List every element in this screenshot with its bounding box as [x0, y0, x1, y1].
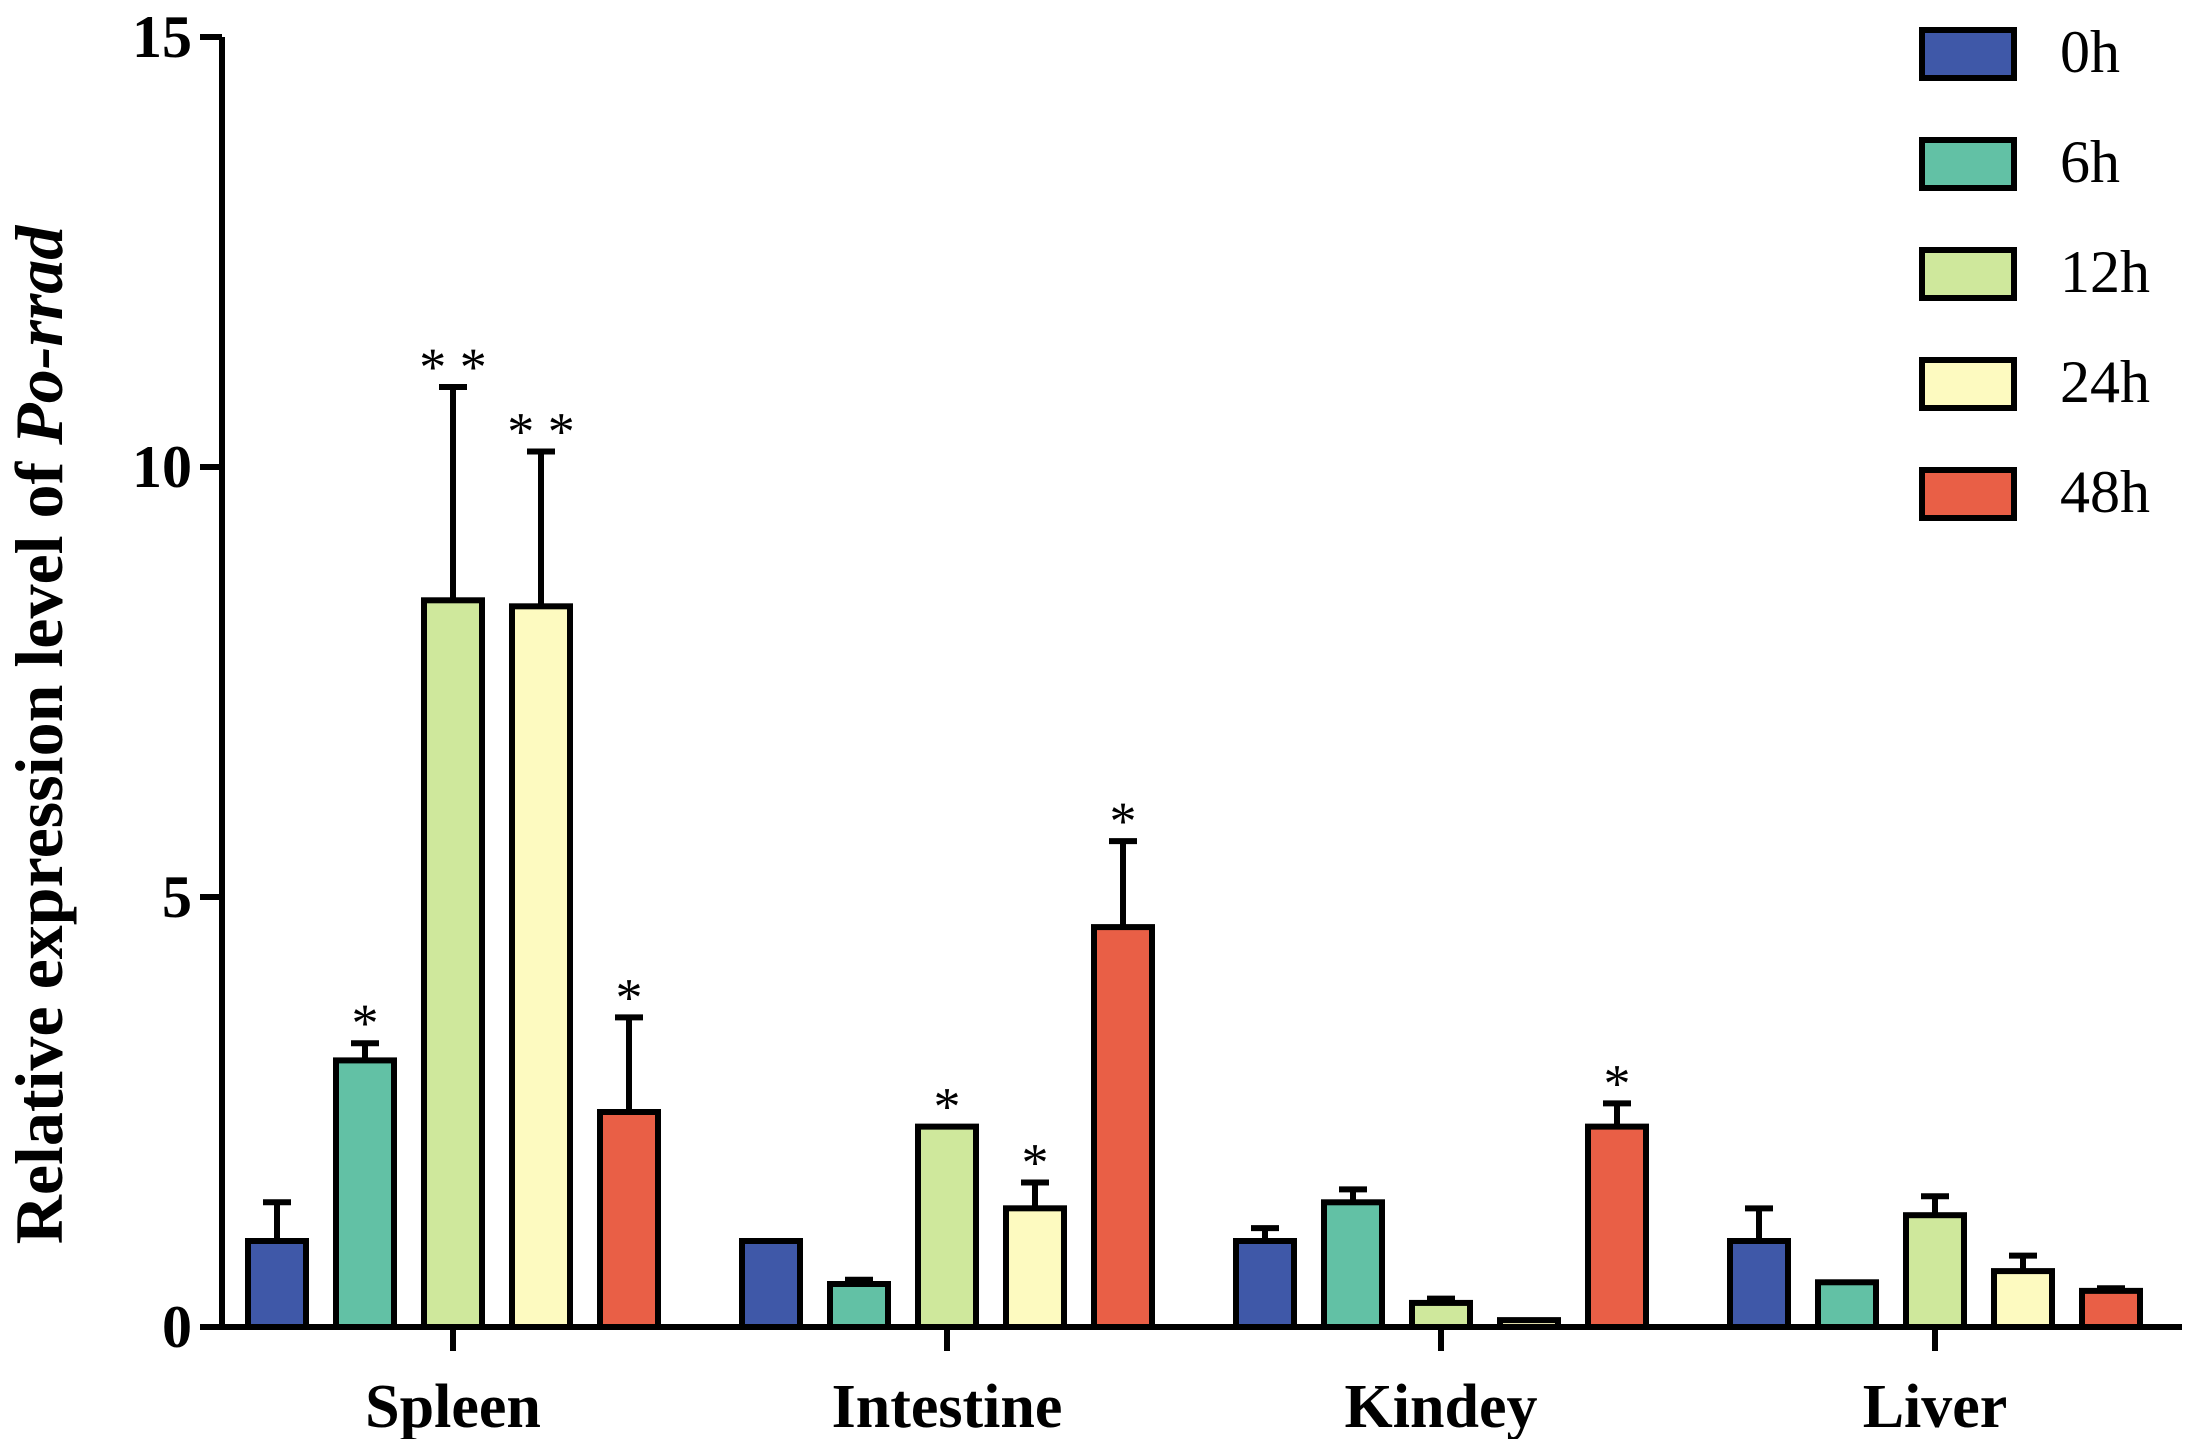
bar	[421, 597, 485, 1330]
legend: 0h 6h 12h 24h 48h	[1919, 19, 2150, 525]
bar	[1091, 924, 1155, 1330]
y-axis: 0 5 10 15	[132, 4, 225, 1360]
significance-marker: * *	[419, 337, 487, 397]
x-category-label: Kindey	[1345, 1373, 1538, 1439]
y-axis-label-gene: Po-rrad	[1, 225, 77, 446]
bars: * * * * * * * * * *	[245, 337, 2143, 1331]
bar	[509, 603, 573, 1330]
significance-marker: *	[1604, 1053, 1631, 1113]
significance-marker: *	[1110, 791, 1137, 851]
y-tick-label: 5	[162, 864, 192, 930]
x-axis: Spleen Intestine Kindey Liver	[219, 1324, 2182, 1439]
legend-swatch	[1919, 467, 2017, 521]
bar	[1815, 1279, 1879, 1331]
bar	[1991, 1268, 2055, 1330]
bar	[915, 1123, 979, 1330]
bar	[1727, 1238, 1791, 1330]
y-axis-label: Relative expression level of Po-rrad	[1, 225, 77, 1245]
bar	[827, 1281, 891, 1330]
bar	[245, 1238, 309, 1330]
x-category-label: Intestine	[832, 1373, 1063, 1439]
legend-swatch	[1919, 357, 2017, 411]
bar	[1903, 1212, 1967, 1330]
legend-label: 24h	[2060, 349, 2150, 415]
legend-swatch	[1919, 247, 2017, 301]
bar	[597, 1109, 661, 1330]
legend-label: 48h	[2060, 459, 2150, 525]
bar	[1003, 1205, 1067, 1330]
legend-swatch	[1919, 137, 2017, 191]
significance-marker: *	[616, 967, 643, 1027]
bar	[1321, 1199, 1385, 1331]
y-tick-label: 0	[162, 1294, 192, 1360]
bar	[333, 1057, 397, 1331]
significance-marker: *	[1022, 1133, 1049, 1193]
bar	[1233, 1238, 1297, 1330]
bar	[739, 1238, 803, 1330]
bar	[1585, 1123, 1649, 1330]
y-tick-label: 10	[132, 434, 192, 500]
legend-swatch	[1919, 27, 2017, 81]
y-axis-label-prefix: Relative expression level of	[1, 445, 77, 1244]
significance-marker: *	[352, 993, 379, 1053]
x-category-label: Liver	[1863, 1373, 2008, 1439]
legend-label: 12h	[2060, 239, 2150, 305]
x-category-label: Spleen	[365, 1373, 541, 1439]
bar	[2079, 1287, 2143, 1331]
significance-marker: * *	[507, 402, 575, 462]
legend-label: 0h	[2060, 19, 2120, 85]
legend-label: 6h	[2060, 129, 2120, 195]
y-tick-label: 15	[132, 4, 192, 70]
significance-marker: *	[934, 1077, 961, 1137]
bar	[1409, 1299, 1473, 1331]
bar	[1497, 1317, 1561, 1330]
